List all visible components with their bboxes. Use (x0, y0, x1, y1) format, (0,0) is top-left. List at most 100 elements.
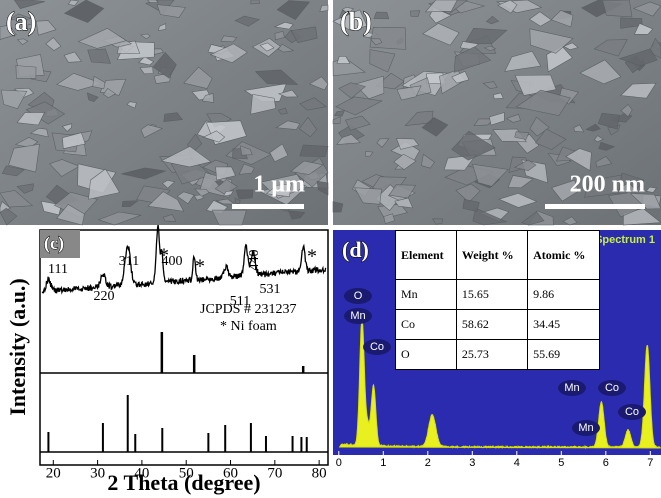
flake (369, 49, 396, 73)
flake (514, 131, 530, 140)
xrd-curve (41, 224, 327, 295)
flake (13, 0, 45, 9)
table-cell: Co (395, 309, 457, 340)
flake (140, 124, 164, 139)
flake (394, 197, 414, 209)
y-axis-label: Intensity (a.u.) (5, 278, 30, 416)
label-box (40, 230, 80, 258)
flake (451, 130, 496, 161)
flake (287, 210, 306, 220)
flake (463, 27, 508, 45)
eds-table: Element Weight % Atomic % Mn 15.65 9.86 Co 58.6… (395, 230, 600, 370)
flake (162, 179, 176, 189)
peak-label: 400 (162, 254, 183, 269)
flake (383, 213, 396, 224)
flake (16, 183, 34, 194)
panel-label: (b) (340, 7, 372, 36)
flake (299, 97, 327, 111)
flake (618, 182, 636, 195)
flake (290, 160, 324, 175)
header-cell: Weight % (455, 230, 529, 280)
peak-label: O (354, 290, 363, 302)
flake (585, 123, 601, 132)
flake (222, 190, 235, 197)
flake (529, 116, 550, 137)
panel-label: (d) (342, 237, 369, 262)
panel-label: (a) (6, 7, 36, 36)
flake (422, 23, 460, 46)
flake (332, 116, 341, 125)
x-tick-label: 30 (90, 465, 105, 481)
flake (97, 211, 142, 226)
flake (238, 163, 255, 175)
peak-label: 531 (260, 282, 281, 297)
flake (579, 59, 622, 85)
flake (618, 48, 658, 67)
flake (254, 69, 299, 85)
flake (276, 0, 311, 20)
flake (194, 188, 210, 197)
peak-marker (344, 288, 372, 304)
peak-marker (598, 380, 626, 396)
flake (250, 0, 260, 5)
x-axis-label: 2 Theta (degree) (107, 470, 260, 495)
flake (409, 10, 421, 17)
flake (562, 216, 578, 226)
flake (506, 113, 521, 123)
table-cell: O (395, 339, 457, 370)
eds-spectrum (338, 318, 661, 450)
peak-label: 440 (247, 250, 262, 271)
peak-marker (363, 339, 391, 355)
flake (162, 214, 177, 222)
flake (160, 145, 212, 168)
flake (152, 51, 177, 79)
flake (334, 110, 345, 117)
flake (353, 187, 382, 205)
flake (513, 159, 537, 172)
flake (239, 145, 253, 156)
peak-label: Co (370, 341, 384, 353)
x-tick-label: 20 (46, 465, 61, 481)
x-tick-label: 7 (647, 457, 653, 469)
peak-marker (344, 308, 372, 324)
flake (16, 111, 46, 126)
flake (277, 43, 295, 53)
flake (338, 82, 366, 99)
table-cell: 9.86 (527, 279, 600, 310)
header-cell: Atomic % (527, 230, 600, 280)
flake (49, 159, 81, 177)
peak-label: * (159, 245, 169, 267)
flake (593, 135, 604, 143)
flake (336, 134, 362, 145)
x-tick-label: 1 (380, 457, 386, 469)
flake (483, 45, 497, 51)
flake (88, 168, 121, 200)
scale-bar-label: 200 nm (570, 172, 645, 198)
flake (565, 148, 592, 172)
flake (63, 51, 83, 63)
flake (140, 33, 151, 40)
flake (87, 48, 111, 64)
scale-bar (232, 204, 304, 209)
flake (0, 89, 28, 110)
flake (645, 186, 657, 193)
flake (250, 93, 277, 115)
flake (273, 21, 294, 30)
flake (332, 9, 368, 31)
flake (602, 0, 633, 18)
flake (126, 101, 137, 109)
flake (529, 28, 574, 54)
flake (16, 38, 29, 46)
flake (277, 107, 288, 115)
flake (453, 46, 492, 73)
flake (176, 191, 195, 205)
flake (396, 85, 422, 101)
table-cell: 25.73 (455, 339, 529, 370)
x-tick-label: 0 (336, 457, 342, 469)
header-cell: Element (395, 230, 457, 280)
flake (341, 6, 355, 15)
flake (376, 138, 390, 148)
peak-label: Mn (564, 382, 579, 394)
table-cell: Mn (395, 279, 457, 310)
peak-label: Co (625, 406, 639, 418)
